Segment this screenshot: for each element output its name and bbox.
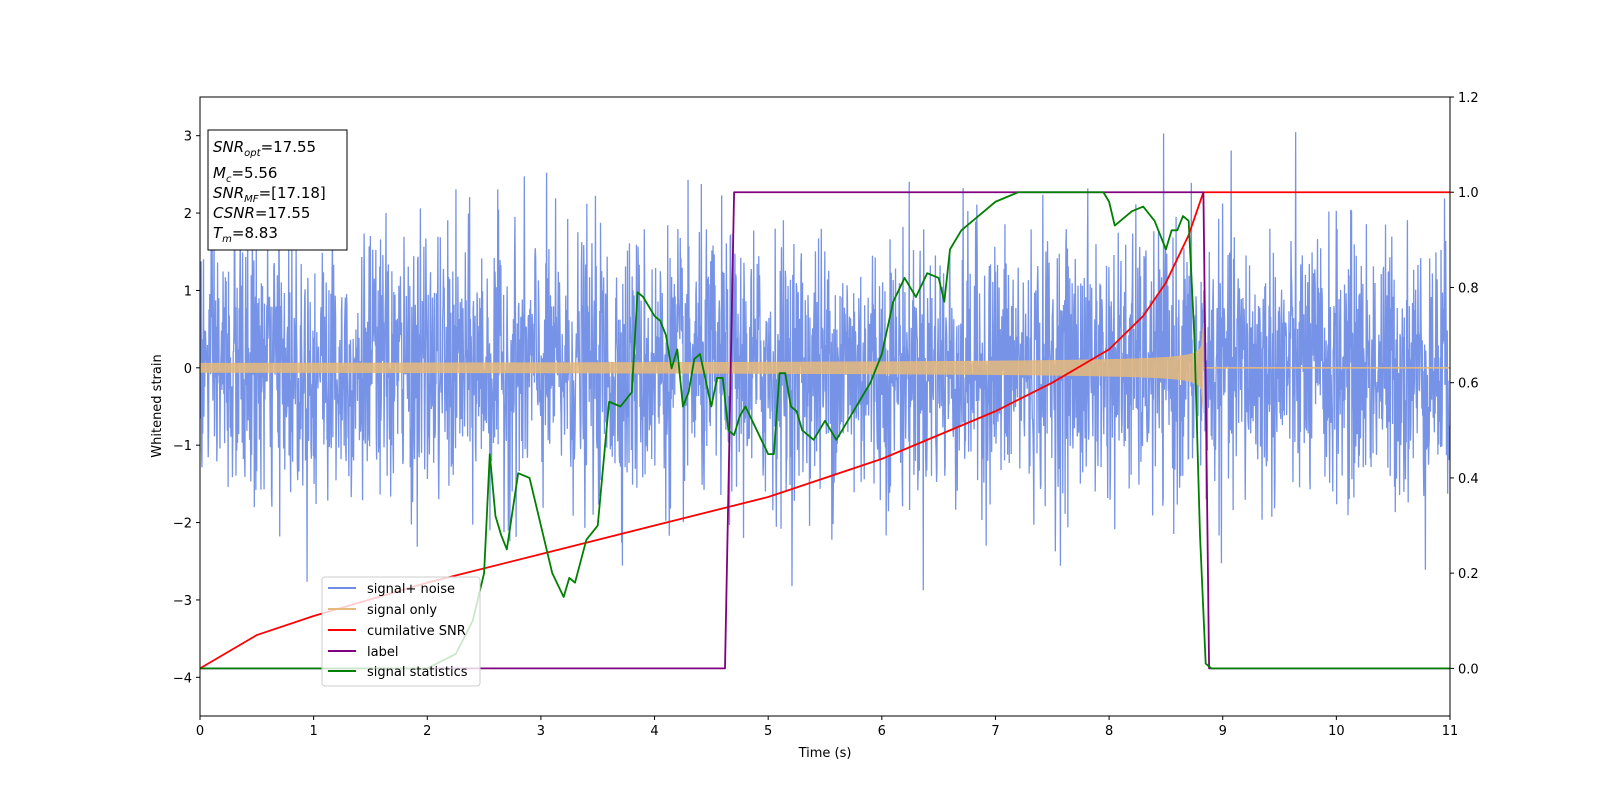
x-tick-label: 1 xyxy=(309,724,317,739)
legend: signal+ noise signal only cumilative SNR… xyxy=(321,576,481,687)
y2-tick-label: 0.2 xyxy=(1458,567,1479,582)
y-tick-label: 3 xyxy=(184,130,192,145)
legend-label-signal: signal only xyxy=(367,603,437,618)
y2-tick-label: 0.4 xyxy=(1458,472,1479,487)
x-tick-label: 6 xyxy=(878,724,886,739)
legend-label-cumulative: cumilative SNR xyxy=(367,624,466,639)
y2-tick-label: 1.2 xyxy=(1458,91,1479,106)
info-snr-mf: SNRMF=[17.18] xyxy=(213,184,326,205)
info-snr-opt: SNRopt=17.55 xyxy=(213,138,316,159)
x-tick-label: 10 xyxy=(1328,724,1345,739)
series-line-signal-statistics xyxy=(200,191,1450,670)
x-axis: 0 1 2 3 4 5 6 7 8 9 10 11 xyxy=(196,716,1458,739)
y-tick-label: 1 xyxy=(184,284,192,299)
y-tick-label: −3 xyxy=(173,594,192,609)
y-tick-label: 2 xyxy=(184,207,192,222)
x-tick-label: 9 xyxy=(1219,724,1227,739)
y2-tick-label: 0.0 xyxy=(1458,662,1479,677)
legend-frame xyxy=(321,576,481,687)
x-tick-label: 2 xyxy=(423,724,431,739)
x-tick-label: 4 xyxy=(650,724,658,739)
info-merger-time: Tm=8.83 xyxy=(213,224,278,245)
y-axis-right: 0.0 0.2 0.4 0.6 0.8 1.0 1.2 xyxy=(1450,91,1479,677)
info-chirp-mass: Mc=5.56 xyxy=(213,164,277,185)
legend-label-stats: signal statistics xyxy=(367,665,468,680)
plot-frame xyxy=(199,96,1451,717)
x-tick-label: 7 xyxy=(991,724,999,739)
y2-tick-label: 0.8 xyxy=(1458,281,1479,296)
y2-tick-label: 1.0 xyxy=(1458,186,1479,201)
y-tick-label: −4 xyxy=(173,671,192,686)
x-tick-label: 5 xyxy=(764,724,772,739)
legend-label-noise: signal+ noise xyxy=(367,582,455,597)
y2-tick-label: 0.6 xyxy=(1458,377,1479,392)
y-axis-label: Whitened strain xyxy=(150,354,165,457)
y-axis-left: −4 −3 −2 −1 0 1 2 3 xyxy=(173,130,200,686)
legend-label-label: label xyxy=(367,645,398,660)
x-axis-label: Time (s) xyxy=(798,746,852,761)
y-tick-label: −2 xyxy=(173,517,192,532)
x-tick-label: 3 xyxy=(537,724,545,739)
info-csnr: CSNR=17.55 xyxy=(213,204,310,222)
x-tick-label: 8 xyxy=(1105,724,1113,739)
info-box: SNRopt=17.55 Mc=5.56 SNRMF=[17.18] CSNR=… xyxy=(207,129,348,251)
series-line-signal-noise xyxy=(200,132,1450,591)
y-tick-label: 0 xyxy=(184,362,192,377)
info-box-frame xyxy=(207,129,348,251)
x-tick-label: 11 xyxy=(1442,724,1459,739)
series-band-signal-only xyxy=(200,322,1204,413)
y-tick-label: −1 xyxy=(173,439,192,454)
x-tick-label: 0 xyxy=(196,724,204,739)
